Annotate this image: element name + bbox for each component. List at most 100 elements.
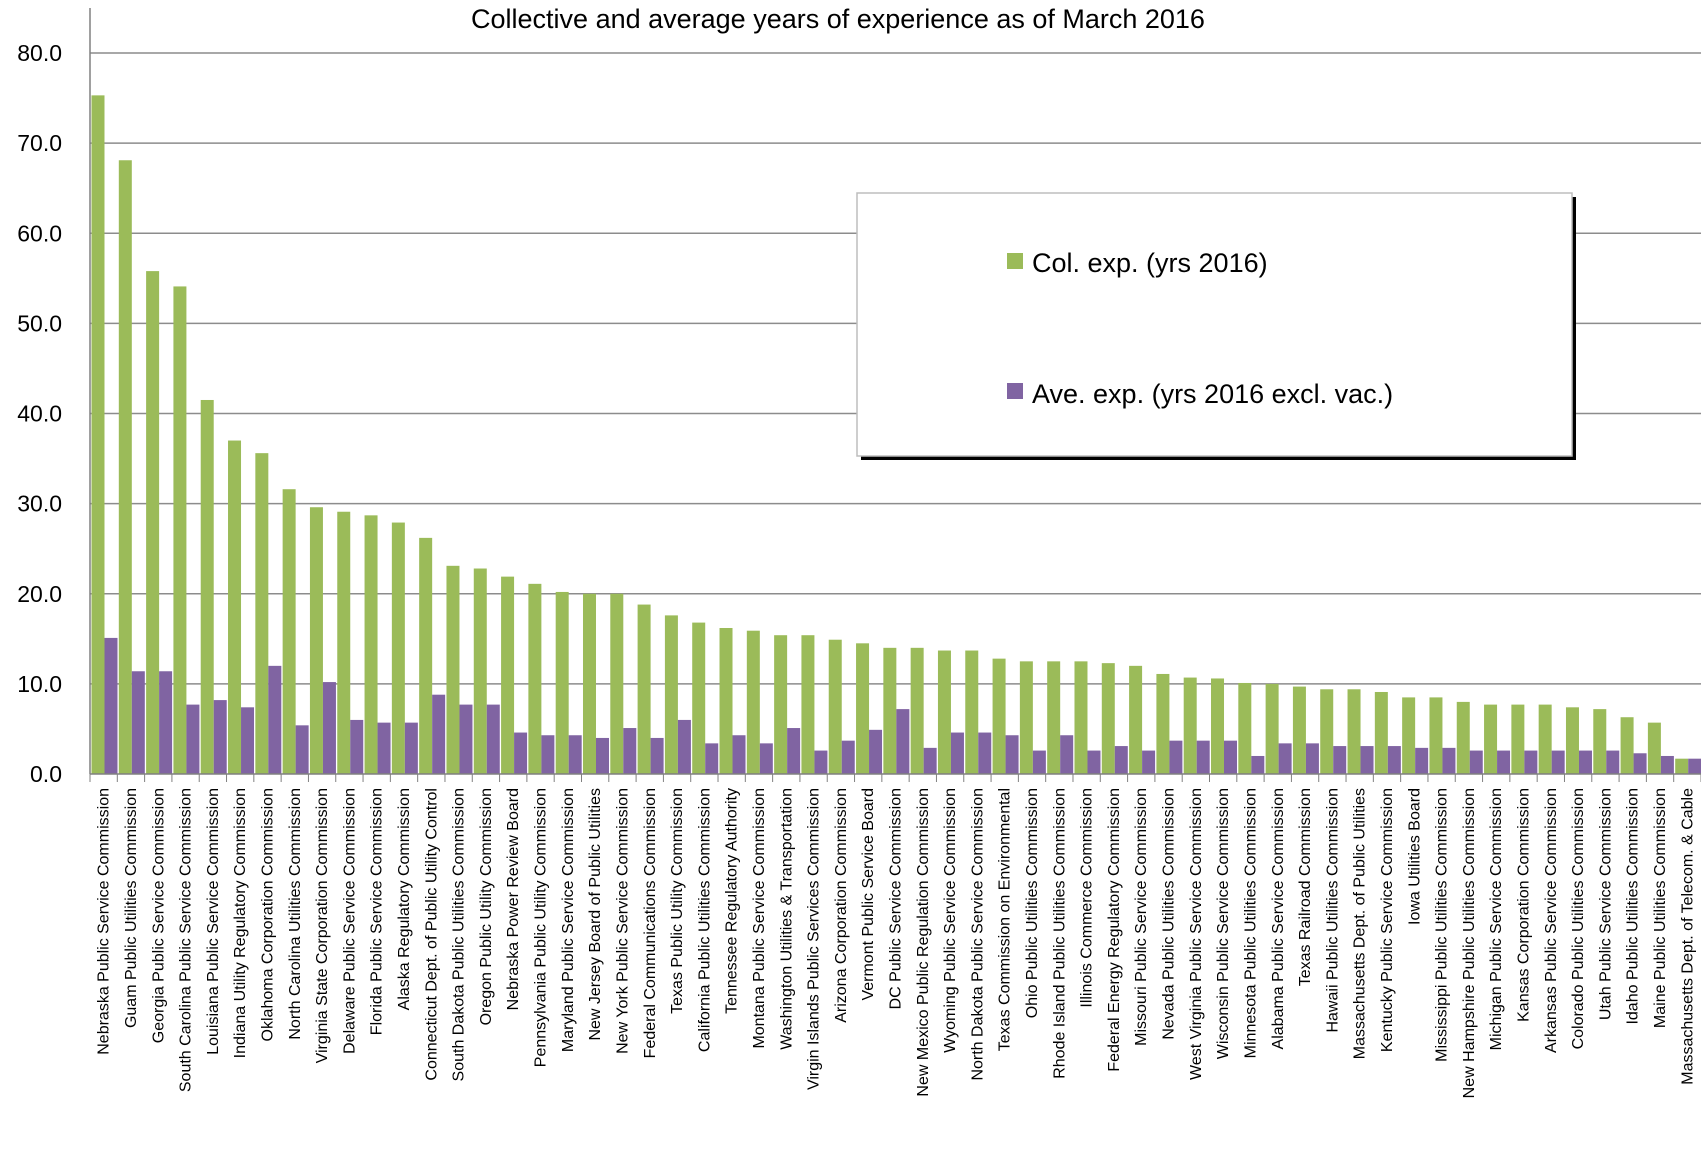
x-tick-label: North Dakota Public Service Commission [969,788,986,1081]
x-tick-label: Colorado Public Utilities Commission [1570,788,1587,1049]
bar-ave-exp [131,671,145,774]
bar-ave-exp [1142,750,1156,774]
x-tick-label: Minnesota Public Utilities Commission [1242,788,1259,1058]
x-tick-label: Iowa Utilities Board [1406,788,1423,925]
x-tick-label: Indiana Utility Regulatory Commission [232,788,249,1058]
bar-ave-exp [186,704,200,774]
bar-col-exp [1374,691,1388,774]
bar-col-exp [883,647,897,774]
bar-ave-exp [950,732,964,774]
bar-ave-exp [268,665,282,774]
x-tick-label: Nevada Public Utilities Commission [1161,788,1178,1040]
bar-ave-exp [459,704,473,774]
legend: Col. exp. (yrs 2016) Ave. exp. (yrs 2016… [856,192,1576,460]
bar-col-exp [1211,678,1225,774]
bar-col-exp [774,635,788,774]
x-tick-label: Nebraska Public Service Commission [96,788,113,1055]
bar-col-exp [1074,661,1088,774]
x-tick-label: Mississippi Public Utilities Commission [1434,788,1451,1062]
bar-ave-exp [1278,743,1292,774]
bars [91,95,1701,774]
bar-ave-exp [787,728,801,774]
legend-swatch-ave-exp [1007,383,1023,399]
x-tick-label: Illinois Commerce Commission [1079,788,1096,1008]
x-tick-label: South Dakota Public Utilities Commission [451,788,468,1081]
bar-ave-exp [869,729,883,774]
bar-ave-exp [1469,750,1483,774]
x-tick-label: Kentucky Public Service Commission [1379,788,1396,1052]
bar-ave-exp [1606,750,1620,774]
bar-col-exp [965,650,979,774]
bar-col-exp [637,604,651,774]
y-tick-label: 30.0 [17,491,62,517]
x-tick-label: Rhode Island Public Utilities Commission [1051,788,1068,1079]
bar-col-exp [1429,697,1443,774]
bar-col-exp [1511,704,1525,774]
bar-col-exp [1538,704,1552,774]
bar-col-exp [1647,722,1661,774]
bar-col-exp [719,627,733,774]
bar-ave-exp [623,728,637,774]
x-tick-label: Maryland Public Service Commission [560,788,577,1052]
bar-ave-exp [1224,740,1238,774]
x-tick-label: Utah Public Service Commission [1597,788,1614,1020]
x-tick-label: Missouri Public Service Commission [1133,788,1150,1046]
y-tick-label: 80.0 [17,40,62,66]
legend-box [856,192,1573,457]
x-tick-label: Massachusetts Dept. of Telecom. & Cable [1679,788,1696,1085]
bar-col-exp [200,399,214,774]
bar-col-exp [1238,682,1252,774]
bar-ave-exp [677,719,691,774]
x-tick-label: Tennessee Regulatory Authority [724,788,741,1014]
x-tick-label: North Carolina Utilities Commission [287,788,304,1040]
bar-col-exp [1292,686,1306,774]
bar-col-exp [118,160,132,774]
x-tick-label: Arizona Corporation Commission [833,788,850,1023]
bar-ave-exp [1169,740,1183,774]
bar-col-exp [419,537,433,774]
x-tick-label: Georgia Public Service Commission [150,788,167,1043]
bar-ave-exp [1660,755,1674,774]
bar-ave-exp [1415,747,1429,774]
bar-ave-exp [705,743,719,774]
x-tick-label: Maine Public Utilities Commission [1652,788,1669,1028]
bar-ave-exp [1633,753,1647,774]
bar-ave-exp [1497,750,1511,774]
bar-ave-exp [295,725,309,774]
x-tick-label: Federal Energy Regulatory Commission [1106,788,1123,1072]
bar-col-exp [91,95,105,774]
x-tick-label: Texas Public Utility Commission [669,788,686,1014]
x-tick-label: Vermont Public Service Board [860,788,877,1001]
bar-col-exp [228,440,242,774]
bar-ave-exp [595,737,609,774]
bar-ave-exp [1196,740,1210,774]
bar-col-exp [473,568,487,774]
bar-col-exp [992,658,1006,774]
bar-col-exp [528,583,542,774]
x-tick-label: Massachusetts Dept. of Public Utilities [1352,788,1369,1059]
x-tick-label: Guam Public Utilities Commission [123,788,140,1028]
bar-ave-exp [650,737,664,774]
bar-col-exp [391,522,405,774]
bar-ave-exp [104,637,118,774]
bar-ave-exp [377,722,391,774]
bar-col-exp [255,453,269,774]
y-tick-label: 60.0 [17,220,62,246]
bar-col-exp [1265,683,1279,774]
x-axis-labels: Nebraska Public Service Commission Guam P… [96,788,1697,1098]
bar-ave-exp [1032,750,1046,774]
bar-col-exp [1347,689,1361,774]
x-tick-label: Ohio Public Utilities Commission [1024,788,1041,1018]
x-tick-label: Michigan Public Service Commission [1488,788,1505,1050]
x-tick-label: Virgin Islands Public Services Commissio… [806,788,823,1090]
bar-ave-exp [322,682,336,774]
bar-col-exp [856,643,870,774]
x-tick-label: Texas Railroad Commission [1297,788,1314,986]
bar-col-exp [1593,709,1607,774]
bar-ave-exp [1060,735,1074,774]
y-tick-label: 50.0 [17,310,62,336]
legend-label-ave-exp: Ave. exp. (yrs 2016 excl. vac.) [1032,379,1393,409]
bar-col-exp [282,489,296,774]
x-tick-label: West Virginia Public Service Commission [1188,788,1205,1080]
bar-ave-exp [1305,743,1319,774]
